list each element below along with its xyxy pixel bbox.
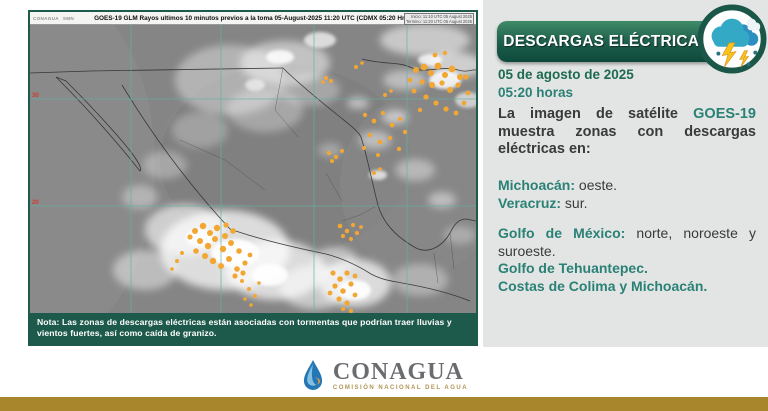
satellite-name: GOES-19: [693, 106, 756, 122]
satellite-titlebar: CONAGUA SMN GOES-19 GLM Rayos ultimos 10…: [30, 12, 476, 25]
intro-paragraph: La imagen de satélite GOES-19 muestra zo…: [498, 106, 756, 159]
region-name: Golfo de Tehuantepec.: [498, 260, 648, 276]
lightning-clusters: [170, 50, 471, 313]
region-detail: oeste.: [575, 177, 618, 193]
satellite-timestamp-box: Inicio: 11:10 UTC 05 August 2025 Termino…: [404, 13, 474, 25]
lat-label-30: 30: [32, 93, 39, 99]
region-name: Golfo de México:: [498, 225, 626, 241]
latitude-labels: 30 20: [32, 93, 39, 206]
satellite-note: Nota: Las zonas de descargas eléctricas …: [30, 313, 476, 344]
conagua-wordmark: CONAGUA COMISIÓN NACIONAL DEL AGUA: [333, 360, 468, 391]
region-list-marine: Golfo de México: norte, noroeste y suroe…: [498, 225, 756, 295]
region-detail: norte, noroeste y suroeste.: [498, 225, 756, 259]
panel-header-banner: DESCARGAS ELÉCTRICAS: [497, 21, 716, 62]
coastline: [30, 58, 476, 302]
panel-title: DESCARGAS ELÉCTRICAS: [503, 32, 710, 50]
conagua-name: CONAGUA: [332, 358, 464, 385]
cloud-small-white: [746, 18, 761, 31]
info-panel: DESCARGAS ELÉCTRICAS: [483, 0, 768, 347]
region-name: Michoacán:: [498, 177, 576, 193]
lightning-cluster-tehuantepec: [327, 270, 358, 313]
lightning-cluster-colima-michoacan: [170, 222, 261, 307]
region-item-golfo-tehuantepec: Golfo de Tehuantepec.: [498, 260, 756, 278]
satellite-map: 30 20: [30, 25, 476, 313]
state-borders: [179, 67, 455, 284]
satellite-corner-logos: CONAGUA SMN: [33, 12, 74, 24]
conagua-subtitle: COMISIÓN NACIONAL DEL AGUA: [332, 384, 469, 391]
conagua-logo: CONAGUA COMISIÓN NACIONAL DEL AGUA: [0, 355, 768, 395]
timestamp-start: Inicio: 11:10 UTC 05 August 2025: [411, 14, 472, 19]
satellite-title: GOES-19 GLM Rayos ultimos 10 minutos pre…: [94, 14, 412, 22]
lat-label-20: 20: [32, 200, 39, 206]
region-list-states: Michoacán: oeste. Veracruz: sur.: [498, 177, 756, 212]
lightning-bolts: [721, 42, 750, 68]
cloud-front: [711, 18, 750, 47]
hail-dots: [716, 50, 758, 67]
region-detail: sur.: [561, 194, 588, 211]
lightning-cluster-north-gulf: [407, 50, 471, 116]
intro-text-pre: La imagen de satélite: [498, 106, 694, 122]
region-item-michoacan: Michoacán: oeste.: [498, 177, 756, 195]
satellite-map-image: 30 20: [30, 25, 476, 313]
smn-mini-logo: SMN: [62, 15, 74, 21]
report-date: 05 de agosto de 2025: [498, 67, 634, 82]
timestamp-end: Termino: 11:20 UTC 05 August 2025: [406, 19, 472, 24]
region-item-golfo-mexico: Golfo de México: norte, noroeste y suroe…: [498, 225, 756, 260]
footer-gold-bar: [0, 397, 768, 411]
storm-icon: [697, 4, 767, 74]
intro-text-post: muestra zonas con descargas eléctricas e…: [498, 123, 756, 158]
satellite-panel: CONAGUA SMN GOES-19 GLM Rayos ultimos 10…: [28, 10, 478, 346]
lightning-cluster-michoacan-east: [337, 222, 363, 242]
water-drop-icon: [303, 360, 322, 390]
conagua-mini-logo: CONAGUA: [33, 15, 59, 21]
storm-icon-graphic: [697, 4, 767, 74]
region-name: Costas de Colima y Michoacán.: [498, 277, 708, 294]
region-item-costas-colima: Costas de Colima y Michoacán.: [498, 278, 756, 296]
lightning-cluster-west-gulf: [321, 61, 393, 97]
region-name: Veracruz:: [498, 194, 562, 211]
region-item-veracruz: Veracruz: sur.: [498, 195, 756, 213]
report-time: 05:20 horas: [498, 85, 574, 100]
lightning-cluster-mid-gulf: [326, 110, 408, 175]
